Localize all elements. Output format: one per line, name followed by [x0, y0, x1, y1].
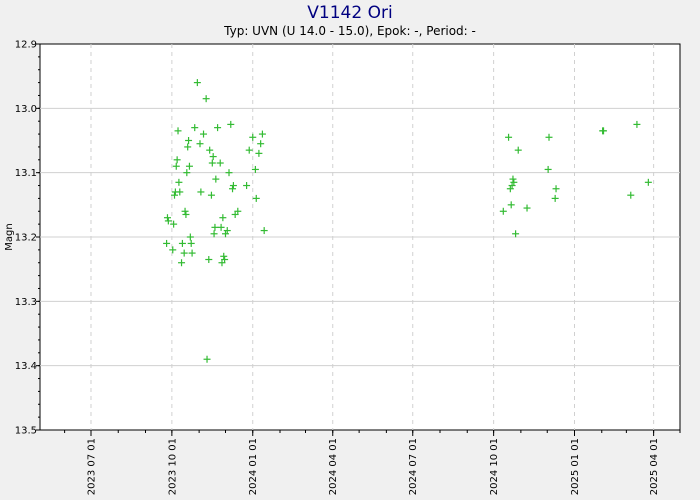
y-axis: 12.9 13.0 13.1 13.2 13.3 13.4 13.5	[15, 40, 40, 437]
x-tick-label: 2024 10 01	[489, 438, 500, 495]
data-point	[205, 256, 213, 264]
data-point	[216, 159, 224, 167]
data-point	[257, 140, 265, 148]
x-axis: 2023 07 01 2023 10 01 2024 01 01 2024 04 01…	[64, 430, 681, 495]
data-point	[255, 149, 263, 157]
data-point	[234, 207, 242, 215]
data-point	[169, 246, 177, 254]
data-point	[523, 204, 531, 212]
y-tick-label: 12.9	[15, 40, 37, 51]
data-point	[184, 143, 192, 151]
data-point	[225, 169, 233, 177]
data-point	[178, 239, 186, 247]
data-point	[245, 146, 253, 154]
data-point	[196, 140, 204, 148]
data-point	[212, 175, 220, 183]
data-point	[170, 220, 178, 228]
data-point	[172, 162, 180, 170]
data-point	[229, 185, 237, 193]
data-point	[545, 133, 553, 141]
data-point	[243, 182, 251, 190]
y-tick-label: 13.3	[15, 297, 37, 308]
data-point	[260, 227, 268, 235]
data-point	[186, 233, 194, 241]
data-point	[219, 214, 227, 222]
data-point	[163, 214, 171, 222]
data-point	[552, 185, 560, 193]
data-point	[183, 169, 191, 177]
x-tick-label: 2024 07 01	[408, 438, 419, 495]
data-point	[507, 201, 515, 209]
x-tick-label: 2024 04 01	[328, 438, 339, 495]
data-point	[202, 95, 210, 103]
data-point	[181, 207, 189, 215]
data-point	[644, 178, 652, 186]
data-point	[209, 153, 217, 161]
data-point	[252, 194, 260, 202]
data-point	[193, 79, 201, 87]
data-point	[185, 162, 193, 170]
y-tick-label: 13.5	[15, 426, 37, 437]
data-point	[600, 127, 608, 135]
data-point	[258, 130, 266, 138]
data-point	[249, 133, 257, 141]
y-axis-label: Magn	[4, 223, 15, 250]
x-tick-label: 2023 07 01	[86, 438, 97, 495]
data-point	[164, 217, 172, 225]
data-point	[633, 120, 641, 128]
data-point	[174, 127, 182, 135]
data-point	[510, 178, 518, 186]
data-point	[221, 256, 229, 264]
data-point	[211, 223, 219, 231]
y-tick-label: 13.4	[15, 361, 37, 372]
data-point	[551, 194, 559, 202]
x-tick-label: 2025 04 01	[649, 438, 660, 495]
data-point	[175, 178, 183, 186]
data-points	[163, 79, 652, 363]
x-tick-label: 2024 01 01	[248, 438, 259, 495]
x-tick-label: 2025 01 01	[570, 438, 581, 495]
data-point	[210, 230, 218, 238]
grid	[40, 44, 680, 430]
data-point	[512, 230, 520, 238]
chart-title: V1142 Ori	[307, 3, 392, 23]
data-point	[208, 159, 216, 167]
y-tick-label: 13.0	[15, 104, 37, 115]
data-point	[544, 165, 552, 173]
data-point	[188, 249, 196, 257]
data-point	[163, 239, 171, 247]
data-point	[499, 207, 507, 215]
chart-subtitle: Typ: UVN (U 14.0 - 15.0), Epok: -, Perio…	[223, 24, 476, 38]
data-point	[171, 191, 179, 199]
data-point	[200, 130, 208, 138]
data-point	[180, 249, 188, 257]
data-point	[203, 355, 211, 363]
data-point	[505, 133, 513, 141]
data-point	[251, 165, 259, 173]
data-point	[206, 146, 214, 154]
data-point	[182, 210, 190, 218]
y-tick-label: 13.1	[15, 168, 37, 179]
data-point	[220, 252, 228, 260]
data-point	[187, 239, 195, 247]
data-point	[197, 188, 205, 196]
data-point	[217, 223, 225, 231]
data-point	[185, 137, 193, 144]
data-point	[178, 259, 186, 267]
data-point	[191, 124, 199, 132]
data-point	[627, 191, 635, 199]
data-point	[176, 188, 184, 196]
x-tick-label: 2023 10 01	[167, 438, 178, 495]
data-point	[214, 124, 222, 132]
data-point	[229, 182, 237, 190]
data-point	[207, 191, 215, 199]
data-point	[509, 175, 517, 183]
data-point	[227, 120, 235, 128]
data-point	[514, 146, 522, 154]
data-point	[223, 227, 231, 235]
data-point	[173, 156, 181, 164]
y-tick-label: 13.2	[15, 233, 37, 244]
